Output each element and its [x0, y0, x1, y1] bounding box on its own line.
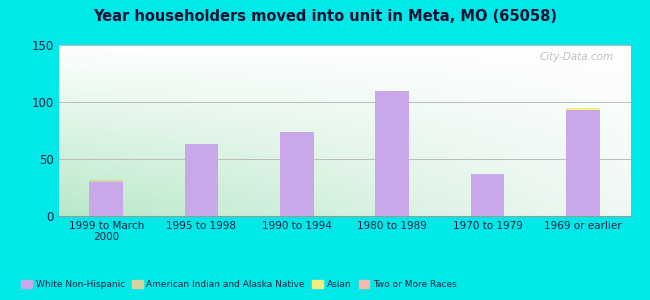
Text: City-Data.com: City-Data.com [540, 52, 614, 62]
Bar [376, 91, 409, 216]
Bar [566, 108, 599, 110]
Bar [90, 179, 123, 182]
Text: Year householders moved into unit in Meta, MO (65058): Year householders moved into unit in Met… [93, 9, 557, 24]
Bar [280, 132, 313, 216]
Bar [90, 182, 123, 216]
Legend: White Non-Hispanic, American Indian and Alaska Native, Asian, Two or More Races: White Non-Hispanic, American Indian and … [18, 276, 460, 292]
Bar [471, 174, 504, 216]
Bar [185, 144, 218, 216]
Bar [566, 110, 599, 216]
